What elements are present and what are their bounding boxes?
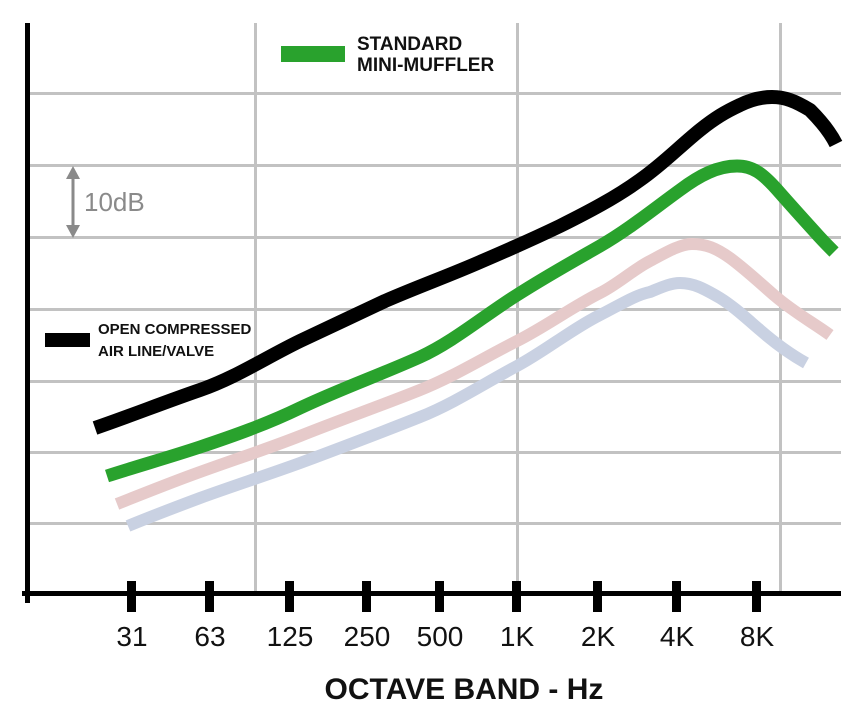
tick-label-500: 500: [417, 621, 464, 652]
gridline-horizontal: [27, 92, 841, 95]
gridline-horizontal: [27, 164, 841, 167]
axis-tick: [435, 581, 444, 612]
legend-open-compressed-air: OPEN COMPRESSED AIR LINE/VALVE: [45, 321, 252, 360]
arrow-up-icon: [66, 166, 80, 179]
tick-label-2k: 2K: [581, 621, 616, 652]
tick-label-4k: 4K: [660, 621, 695, 652]
axis-tick: [672, 581, 681, 612]
axis-tick: [752, 581, 761, 612]
gridline-horizontal: [27, 308, 841, 311]
arrow-down-icon: [66, 225, 80, 238]
legend-standard-line1: STANDARD: [357, 34, 462, 55]
x-axis-line: [22, 591, 841, 596]
legend-swatch-black: [45, 333, 90, 347]
tick-label-250: 250: [344, 621, 391, 652]
legend-open-line1: OPEN COMPRESSED: [98, 321, 252, 338]
gridline-horizontal: [27, 522, 841, 525]
legend-open-line2: AIR LINE/VALVE: [98, 343, 214, 360]
gridline-horizontal: [27, 451, 841, 454]
curve-unlabeled-blue: [125, 277, 809, 532]
x-axis-ticks: [127, 581, 761, 612]
curve-unlabeled-pink: [114, 238, 834, 510]
curves: [92, 90, 843, 532]
x-axis-tick-labels: 31 63 125 250 500 1K 2K 4K 8K: [116, 621, 774, 652]
axis-tick: [205, 581, 214, 612]
curve-standard-mini-muffler: [105, 159, 839, 483]
legend-swatch-green: [281, 46, 345, 62]
gridline-vertical: [516, 23, 519, 593]
tick-label-8k: 8K: [740, 621, 775, 652]
legend-standard-line2: MINI-MUFFLER: [357, 55, 494, 76]
axis-tick: [127, 581, 136, 612]
x-axis-title: OCTAVE BAND - Hz: [325, 673, 604, 706]
axis-tick: [593, 581, 602, 612]
axis-tick: [512, 581, 521, 612]
axis-tick: [285, 581, 294, 612]
gridline-horizontal: [27, 236, 841, 239]
db-scale-label: 10dB: [84, 187, 145, 217]
tick-label-63: 63: [194, 621, 225, 652]
gridline-vertical: [254, 23, 257, 593]
y-axis-line: [25, 23, 30, 603]
curve-open-compressed-air-line: [92, 90, 843, 435]
legend-standard-mini-muffler: STANDARD MINI-MUFFLER: [281, 34, 494, 76]
tick-label-31: 31: [116, 621, 147, 652]
tick-label-1k: 1K: [500, 621, 535, 652]
tick-label-125: 125: [267, 621, 314, 652]
axis-tick: [362, 581, 371, 612]
db-scale-marker: 10dB: [66, 166, 145, 238]
